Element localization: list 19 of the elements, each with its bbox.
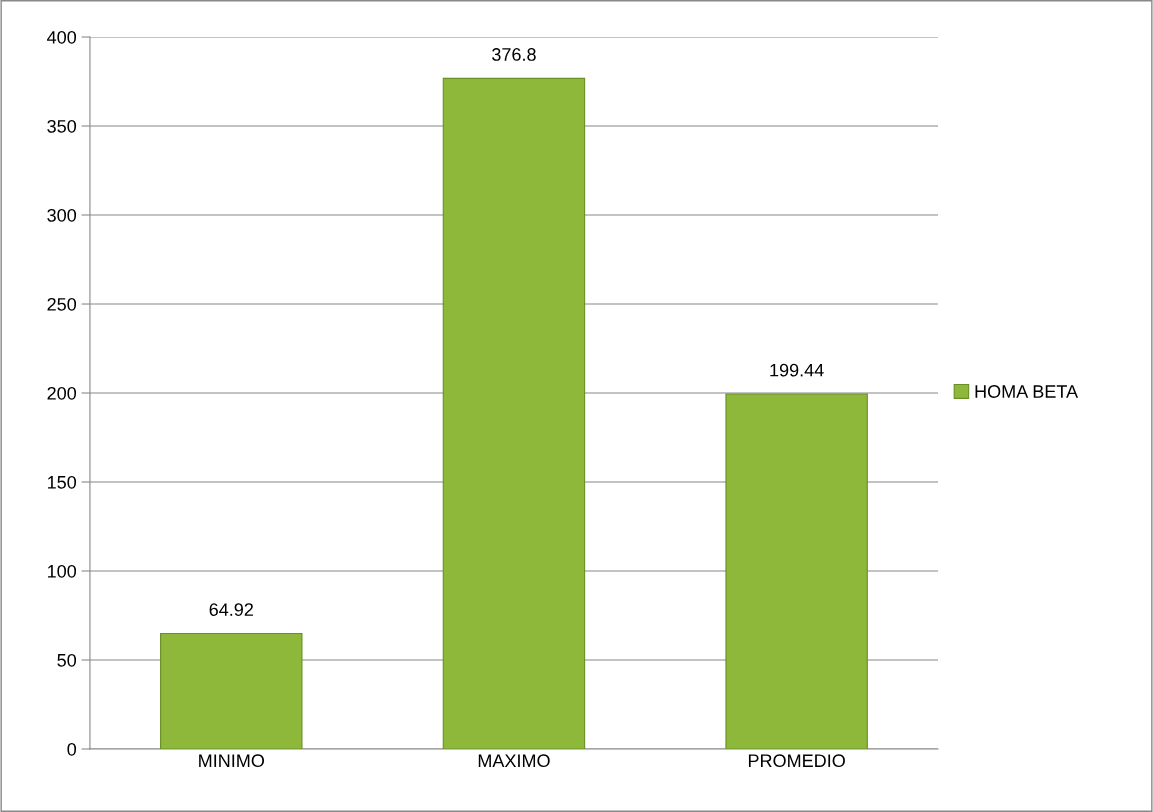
data-label: 64.92 bbox=[209, 603, 253, 616]
bar bbox=[725, 393, 868, 749]
y-tick-label: 100 bbox=[47, 564, 77, 578]
y-tick-label: 150 bbox=[47, 475, 77, 489]
y-tick-label: 350 bbox=[47, 119, 77, 133]
bar bbox=[442, 77, 586, 749]
y-tick-label: 400 bbox=[47, 30, 77, 44]
data-label: 376.8 bbox=[492, 48, 536, 61]
x-tick-label: MAXIMO bbox=[478, 754, 550, 768]
x-tick-label: PROMEDIO bbox=[748, 754, 845, 768]
y-tick-label: 250 bbox=[47, 297, 77, 311]
x-tick-label: MINIMO bbox=[199, 754, 265, 768]
y-tick-label: 0 bbox=[67, 742, 77, 756]
bar bbox=[160, 632, 303, 749]
legend-label: HOMA BETA bbox=[975, 385, 1079, 398]
data-label: 199.44 bbox=[770, 363, 824, 377]
y-tick-label: 300 bbox=[47, 208, 77, 222]
y-tick-label: 200 bbox=[47, 386, 77, 400]
y-tick-label: 50 bbox=[57, 653, 77, 667]
